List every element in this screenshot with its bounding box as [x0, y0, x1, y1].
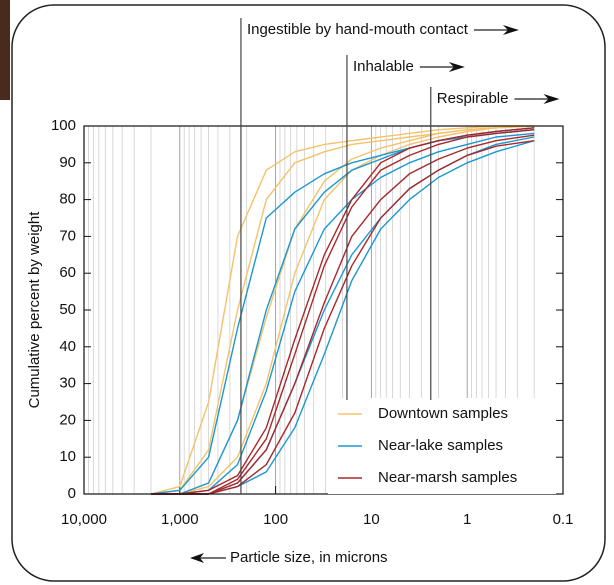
annotation-arrowhead — [543, 94, 560, 104]
x-tick-label: 10 — [363, 511, 380, 528]
y-tick-label: 10 — [59, 448, 76, 465]
legend-label: Near-marsh samples — [378, 469, 517, 486]
y-tick-label: 80 — [59, 191, 76, 208]
x-tick-label: 100 — [263, 511, 288, 528]
edge-artifact — [0, 0, 10, 100]
legend-label: Near-lake samples — [378, 437, 503, 454]
y-tick-label: 60 — [59, 264, 76, 281]
y-tick-label: 0 — [68, 485, 76, 502]
y-axis-label: Cumulative percent by weight — [26, 211, 43, 409]
y-tick-label: 40 — [59, 338, 76, 355]
plot-frame — [83, 125, 564, 495]
y-tick-label: 100 — [51, 117, 76, 134]
legend-label: Downtown samples — [378, 405, 508, 422]
frame — [11, 4, 606, 582]
annotation-label: Respirable — [437, 90, 509, 107]
x-tick-label: 0.1 — [553, 511, 574, 528]
annotation-label: Ingestible by hand-mouth contact — [247, 21, 469, 38]
curve — [150, 125, 535, 495]
x-label-arrowhead — [190, 553, 204, 563]
x-tick-label: 10,000 — [61, 511, 107, 528]
y-tick-label: 50 — [59, 301, 76, 318]
y-tick-label: 20 — [59, 411, 76, 428]
x-tick-label: 1 — [463, 511, 471, 528]
curve — [151, 127, 535, 495]
y-tick-label: 90 — [59, 154, 76, 171]
x-axis-label: Particle size, in microns — [230, 549, 388, 566]
legend-box — [328, 398, 556, 494]
y-tick-label: 70 — [59, 227, 76, 244]
curve — [151, 125, 535, 495]
annotation-arrowhead — [448, 62, 465, 72]
curve — [151, 132, 535, 495]
y-tick-label: 30 — [59, 375, 76, 392]
x-tick-label: 1,000 — [161, 511, 199, 528]
curve — [151, 140, 535, 495]
annotation-arrowhead — [502, 25, 519, 35]
annotation-label: Inhalable — [353, 58, 414, 75]
plot: 10,000 1,000 100 10 1 0.1 0 10 20 30 40 50 60 70 80 90 1… — [51, 117, 573, 528]
